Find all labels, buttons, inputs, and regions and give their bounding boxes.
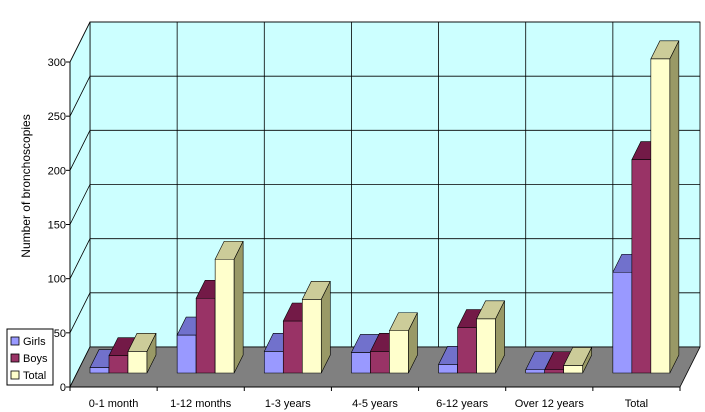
x-tick-label: Total (625, 398, 648, 410)
gridline-y (69, 184, 700, 225)
bar-front (263, 351, 284, 374)
y-tick-label: 50 (54, 328, 66, 340)
bar-front (282, 320, 303, 374)
y-axis-title: Number of bronchoscopies (19, 114, 33, 257)
bar-front (563, 365, 584, 374)
y-tick-label: 150 (48, 220, 66, 232)
gridline-y (69, 129, 700, 171)
bar-front (525, 369, 546, 374)
x-tick-label: 6-12 years (436, 398, 488, 410)
bar-front (127, 351, 148, 374)
legend-label-girls: Girls (23, 336, 46, 348)
x-tick-label: 1-12 months (170, 398, 232, 410)
y-tick-label: 200 (48, 165, 66, 177)
bar-front (195, 297, 216, 374)
y-tick-label: 250 (48, 111, 66, 123)
bar-side (582, 347, 593, 374)
bar-total (214, 240, 244, 374)
y-tick-label: 300 (48, 57, 66, 69)
bar-side (408, 312, 418, 374)
gridline-y (69, 75, 700, 117)
legend: Girls Boys Total (6, 328, 54, 386)
bar-front (351, 352, 371, 374)
bar-side (320, 281, 331, 374)
bar-front (301, 299, 322, 374)
bar-front (176, 334, 197, 374)
bar-side (146, 333, 157, 374)
x-tick-label: 1-3 years (265, 398, 311, 410)
legend-label-boys: Boys (23, 353, 48, 365)
x-tick-label: 4-5 years (352, 398, 398, 410)
x-tick-label: Over 12 years (515, 398, 585, 410)
gridline-y (69, 21, 700, 63)
legend-swatch-girls (10, 336, 20, 346)
bar-side (233, 241, 244, 374)
bar-front (370, 351, 390, 374)
bars (89, 40, 680, 374)
y-tick-label: 100 (48, 274, 66, 286)
bar-total (127, 333, 157, 374)
bar-front (438, 364, 458, 374)
bar-total (476, 300, 506, 374)
bar-front (612, 271, 633, 374)
bar-front (89, 367, 110, 374)
bar-front (389, 330, 409, 374)
bar-total (650, 40, 680, 374)
bar-total (388, 312, 418, 374)
axes: 0 50 100 150 200 250 300 0-1 month 1-12 months 1-… (48, 57, 681, 410)
bar-front (476, 318, 496, 374)
y-tick-label: 0 (60, 382, 66, 394)
bar-front (650, 58, 671, 374)
x-tick-label: 0-1 month (89, 398, 139, 410)
gridline-y (69, 238, 700, 279)
bar-front (631, 159, 652, 374)
bar-front (214, 258, 235, 374)
legend-swatch-total (10, 370, 20, 380)
bar-front (457, 327, 477, 374)
bar-side (495, 300, 505, 374)
bar-front (108, 355, 129, 374)
legend-swatch-boys (10, 353, 20, 363)
chart-walls (69, 21, 701, 388)
gridline-y (69, 292, 700, 334)
legend-label-total: Total (23, 370, 46, 382)
bar-total (563, 347, 593, 374)
bar-total (301, 281, 331, 374)
bar-front (544, 369, 565, 374)
bar-side (669, 40, 680, 374)
